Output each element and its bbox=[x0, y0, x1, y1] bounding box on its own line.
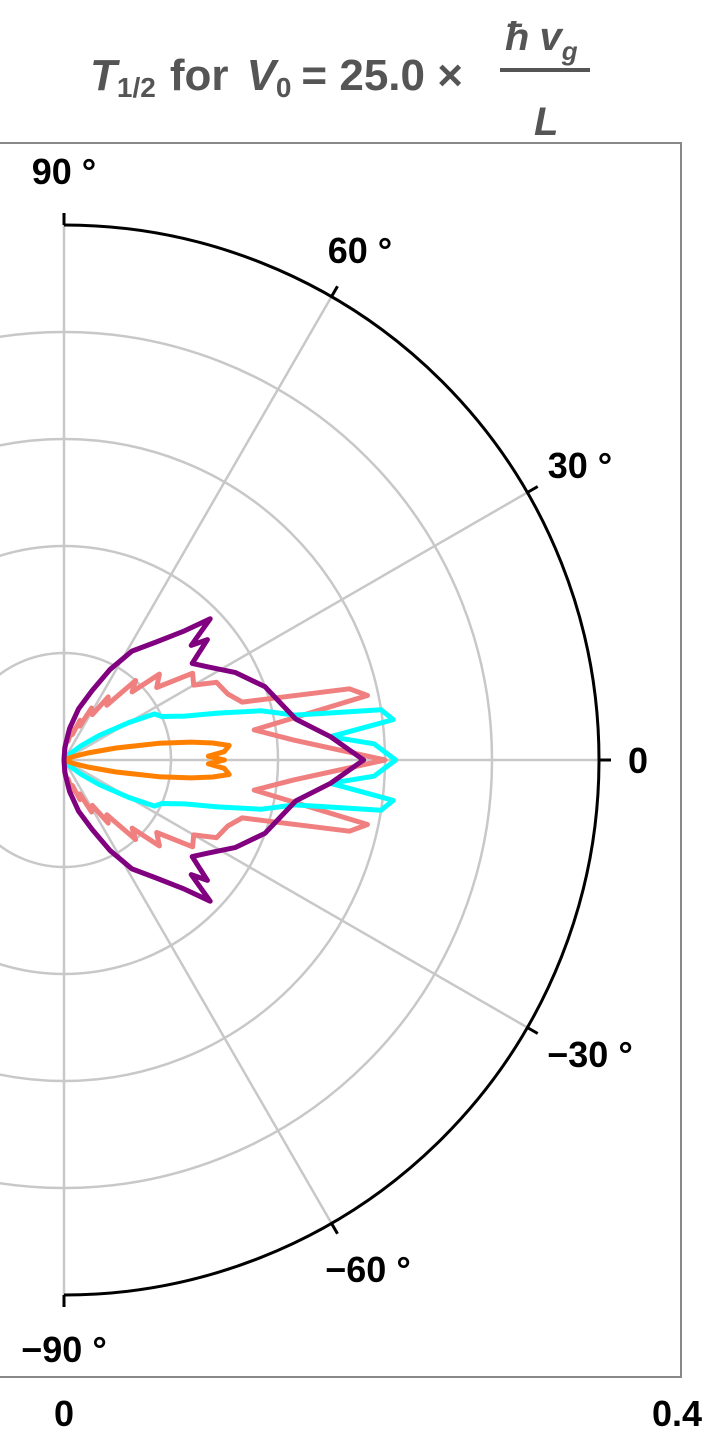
angle-tick-label-2: 30 ° bbox=[548, 445, 612, 486]
angle-tick-label-3: 0 bbox=[628, 740, 648, 781]
angle-tick-label-4: −30 ° bbox=[547, 1034, 632, 1075]
title-T: T bbox=[90, 51, 120, 100]
angle-tick-4 bbox=[526, 1026, 539, 1035]
title-T-subscript: 1/2 bbox=[117, 72, 156, 103]
grid-spoke bbox=[63, 491, 528, 762]
angular-axis: 90 ° 60 ° 30 ° 0 −30 ° −60 ° −90 ° bbox=[21, 151, 648, 1370]
title-for: for bbox=[170, 51, 229, 100]
angle-tick-label-0: 90 ° bbox=[32, 151, 96, 192]
title-V-subscript: 0 bbox=[276, 72, 292, 103]
angle-tick-label-1: 60 ° bbox=[328, 230, 392, 271]
angle-tick-2 bbox=[526, 485, 539, 494]
series-line-3 bbox=[61, 616, 367, 904]
series-layer bbox=[61, 616, 399, 904]
title-numerator-hbar: ħ bbox=[505, 15, 529, 59]
grid-spoke bbox=[62, 759, 333, 1224]
title-numerator-subscript: g bbox=[561, 36, 578, 66]
title-denominator: L bbox=[534, 100, 558, 144]
title-V: V bbox=[246, 51, 279, 100]
title-equals: = 25.0 × bbox=[301, 51, 462, 100]
angle-tick-1 bbox=[330, 285, 339, 298]
grid-spoke bbox=[62, 296, 333, 761]
grid-spoke bbox=[63, 758, 528, 1029]
angle-tick-5 bbox=[330, 1222, 339, 1235]
angle-tick-label-6: −90 ° bbox=[21, 1329, 106, 1370]
plot-frame bbox=[0, 142, 682, 1378]
radial-tick-label-0: 0 bbox=[54, 1393, 74, 1434]
polar-grid bbox=[0, 225, 599, 1295]
title-numerator-v: v bbox=[539, 15, 564, 59]
radial-tick-label-1: 0.4 bbox=[652, 1393, 702, 1434]
svg-text:ħvg: ħ vg bbox=[505, 15, 578, 66]
chart-title: T1/2 for V0 = 25.0 × ħ vg L bbox=[90, 15, 590, 144]
angle-tick-label-5: −60 ° bbox=[325, 1249, 410, 1290]
